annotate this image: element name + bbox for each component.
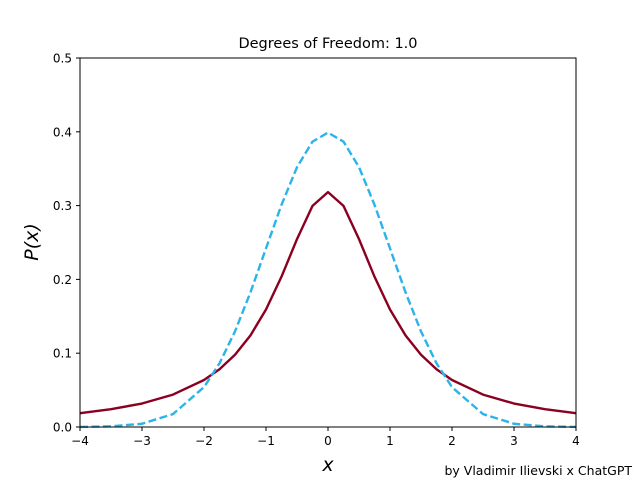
y-tick-label: 0.4 — [53, 125, 72, 139]
x-tick-label: 1 — [386, 434, 394, 448]
chart-title: Degrees of Freedom: 1.0 — [238, 36, 417, 52]
x-axis: −4 −3 −2 −1 0 1 2 3 4 — [71, 427, 580, 448]
plot-frame — [79, 57, 577, 428]
x-tick-label: 2 — [448, 434, 456, 448]
series-line-solid — [79, 190, 577, 415]
y-axis-label: P(x) — [21, 223, 43, 261]
x-tick-label: −2 — [195, 434, 213, 448]
credit-text: by Vladimir Ilievski x ChatGPT — [444, 463, 632, 478]
series-line-dashed — [79, 131, 577, 429]
y-tick-label: 0.1 — [53, 347, 72, 361]
y-axis: 0.0 0.1 0.2 0.3 0.4 0.5 — [53, 52, 80, 435]
y-tick-label: 0.3 — [53, 199, 72, 213]
x-tick-label: 3 — [510, 434, 518, 448]
y-tick-label: 0.5 — [53, 52, 72, 66]
y-tick-label: 0.2 — [53, 273, 72, 287]
x-tick-label: −1 — [257, 434, 275, 448]
x-tick-label: 0 — [324, 434, 332, 448]
x-tick-label: −4 — [71, 434, 89, 448]
x-tick-label: −3 — [133, 434, 151, 448]
x-axis-label: x — [321, 454, 334, 476]
series-layer — [79, 131, 577, 429]
x-tick-label: 4 — [572, 434, 580, 448]
y-tick-label: 0.0 — [53, 421, 72, 435]
